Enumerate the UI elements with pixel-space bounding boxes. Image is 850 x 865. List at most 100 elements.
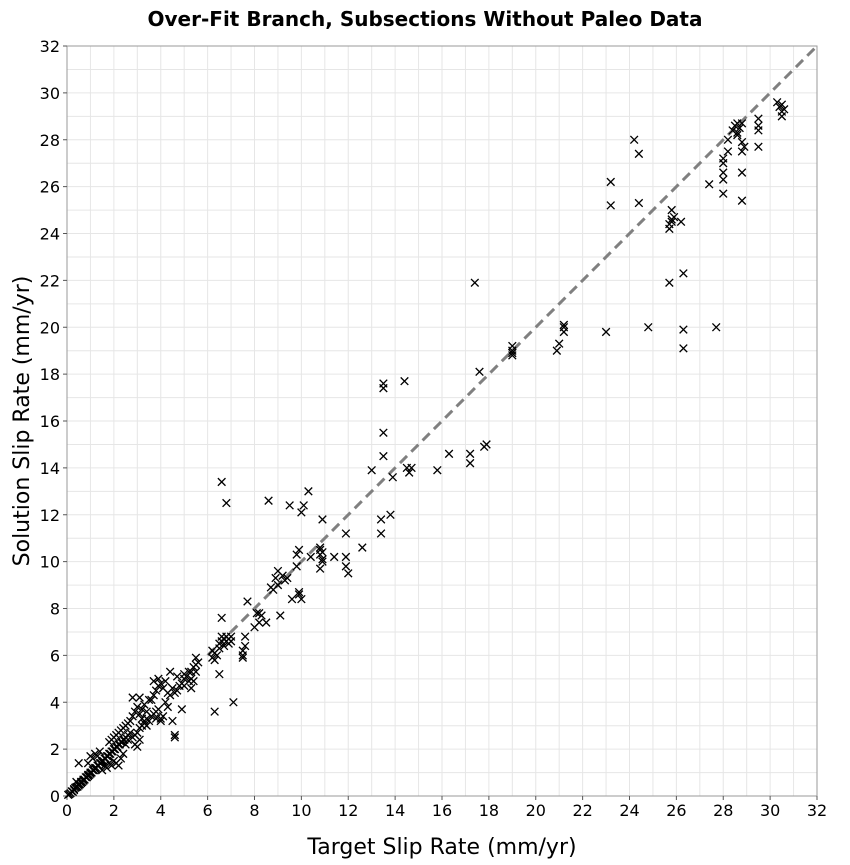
- y-tick-label: 8: [50, 600, 60, 619]
- data-point: [634, 198, 644, 208]
- data-point: [508, 348, 517, 358]
- data-point: [306, 552, 316, 562]
- data-point: [93, 751, 102, 761]
- data-point: [74, 758, 83, 768]
- data-point: [158, 712, 168, 721]
- y-tick-label: 28: [40, 131, 60, 150]
- data-point: [407, 463, 416, 473]
- data-point: [229, 697, 238, 707]
- data-point: [276, 611, 285, 620]
- data-point: [151, 686, 161, 695]
- x-tick-label: 22: [572, 801, 592, 820]
- data-point: [341, 562, 351, 571]
- data-point: [292, 562, 301, 571]
- data-point: [404, 468, 414, 477]
- data-point: [777, 112, 787, 121]
- data-point: [121, 740, 130, 749]
- x-tick-label: 32: [807, 801, 827, 820]
- data-point: [264, 496, 273, 505]
- data-point: [754, 126, 763, 135]
- data-point: [386, 510, 395, 520]
- data-point: [151, 714, 161, 723]
- data-point: [163, 702, 173, 712]
- data-point: [470, 278, 480, 287]
- data-point: [444, 449, 454, 459]
- data-point: [400, 376, 409, 386]
- data-point: [465, 458, 475, 468]
- data-point: [133, 728, 142, 737]
- data-point: [358, 543, 367, 552]
- x-tick-label: 10: [291, 801, 311, 820]
- data-point: [128, 693, 137, 702]
- x-tick-label: 2: [109, 801, 119, 820]
- y-tick-label: 20: [40, 318, 60, 337]
- data-point: [718, 189, 728, 198]
- y-tick-label: 12: [40, 506, 60, 525]
- data-point: [156, 679, 166, 688]
- data-point: [315, 564, 325, 573]
- data-point: [388, 472, 398, 482]
- data-point: [318, 547, 327, 557]
- data-point: [226, 632, 236, 641]
- data-point: [240, 641, 250, 651]
- data-point: [135, 693, 144, 702]
- data-point: [315, 543, 325, 552]
- data-point: [219, 641, 229, 651]
- data-point: [376, 529, 386, 538]
- data-point: [737, 147, 747, 156]
- data-point: [254, 618, 264, 627]
- data-point: [634, 149, 644, 159]
- data-point: [222, 498, 231, 508]
- x-tick-label: 24: [619, 801, 639, 820]
- data-point: [643, 322, 653, 332]
- data-point: [252, 608, 262, 618]
- data-point: [147, 695, 156, 705]
- data-point: [606, 201, 616, 210]
- x-tick-label: 30: [760, 801, 780, 820]
- data-point: [88, 754, 98, 763]
- data-point: [737, 137, 747, 147]
- data-point: [238, 653, 248, 662]
- x-tick-label: 14: [385, 801, 405, 820]
- y-tick-label: 14: [40, 459, 60, 478]
- data-point: [297, 508, 306, 517]
- data-point: [379, 379, 388, 388]
- x-tick-label: 0: [62, 801, 72, 820]
- data-point: [170, 733, 180, 742]
- data-point: [667, 217, 676, 227]
- y-tick-label: 0: [50, 787, 60, 806]
- data-point: [128, 712, 137, 721]
- data-point: [189, 676, 198, 686]
- data-point: [718, 168, 728, 177]
- grid: [67, 46, 817, 796]
- data-point: [137, 714, 147, 723]
- data-point: [238, 646, 248, 655]
- data-point: [149, 676, 158, 686]
- data-point: [733, 130, 742, 140]
- x-tick-label: 12: [338, 801, 358, 820]
- data-point: [559, 320, 569, 330]
- data-point: [601, 327, 611, 337]
- data-point: [130, 707, 140, 716]
- data-point: [679, 269, 688, 278]
- x-tick-label: 6: [203, 801, 213, 820]
- data-point: [102, 763, 112, 773]
- y-tick-label: 26: [40, 178, 60, 197]
- data-point: [165, 690, 175, 700]
- data-point: [329, 552, 339, 562]
- data-point: [212, 651, 222, 660]
- data-point: [271, 573, 280, 583]
- x-tick-label: 8: [249, 801, 259, 820]
- data-point: [667, 205, 676, 215]
- data-point: [156, 716, 166, 726]
- x-tick-label: 20: [526, 801, 546, 820]
- data-point: [191, 667, 201, 677]
- data-point: [606, 177, 616, 187]
- data-point: [723, 147, 733, 156]
- data-point: [733, 128, 742, 137]
- data-point: [737, 168, 747, 177]
- data-point: [294, 545, 304, 555]
- data-point: [318, 515, 327, 524]
